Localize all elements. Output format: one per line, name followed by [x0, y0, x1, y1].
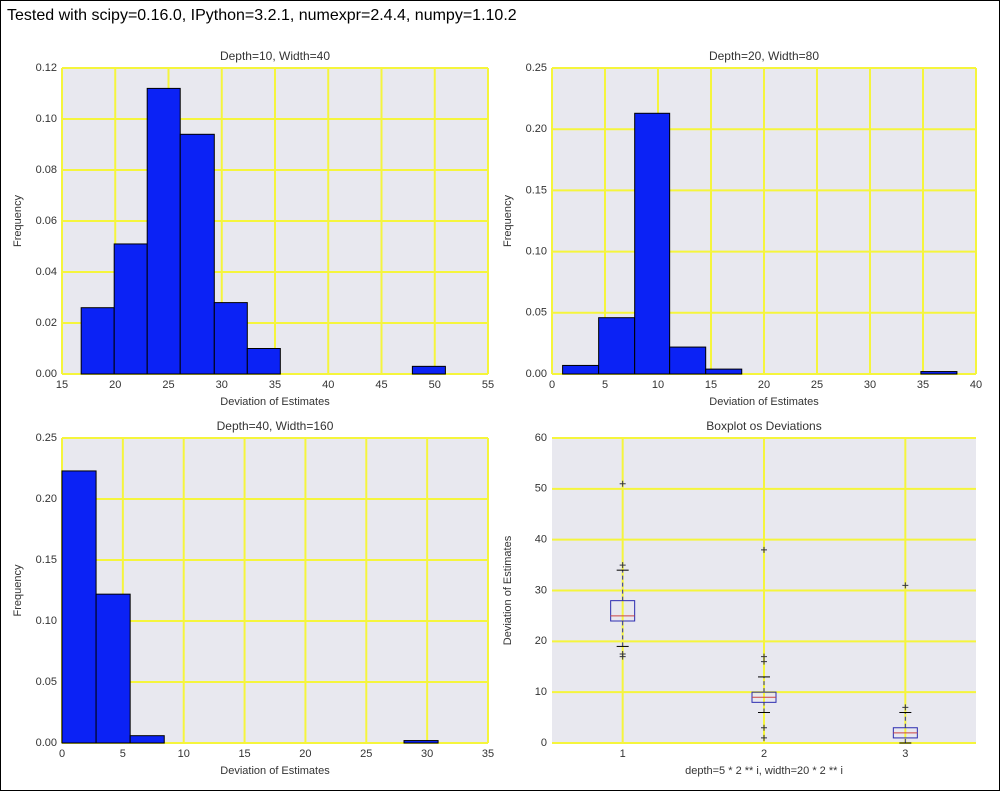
bar — [411, 365, 446, 375]
y-tick-label: 0.08 — [36, 164, 57, 176]
x-axis-label: depth=5 * 2 ** i, width=20 * 2 ** i — [685, 765, 843, 777]
x-tick-label: 20 — [299, 748, 311, 760]
flier — [761, 724, 767, 731]
x-tick-label: 25 — [360, 748, 372, 760]
bar — [129, 735, 165, 744]
x-axis-label: Deviation of Estimates — [709, 396, 819, 408]
bar — [146, 87, 181, 375]
y-tick-label: 0.06 — [36, 215, 57, 227]
x-tick-label: 30 — [864, 379, 876, 391]
x-tick-label: 5 — [602, 379, 608, 391]
flier — [902, 704, 909, 711]
y-tick-label: 0.25 — [526, 62, 547, 74]
bar — [213, 302, 248, 375]
x-tick-label: 35 — [482, 748, 494, 760]
y-axis-label: Frequency — [12, 195, 24, 247]
bar — [920, 371, 958, 375]
chart-title: Depth=20, Width=80 — [709, 49, 819, 63]
y-tick-label: 10 — [535, 686, 547, 698]
x-tick-label: 10 — [652, 379, 664, 391]
x-tick-label: 35 — [269, 379, 281, 391]
x-tick-label: 0 — [549, 379, 555, 391]
plot-area — [62, 438, 488, 743]
y-axis-label: Frequency — [12, 564, 24, 616]
bar — [95, 593, 131, 744]
x-axis-label: Deviation of Estimates — [220, 765, 330, 777]
flier — [761, 658, 767, 665]
bar — [598, 317, 636, 375]
x-tick-label: 30 — [216, 379, 228, 391]
y-tick-label: 0.02 — [36, 317, 57, 329]
y-tick-label: 0.20 — [36, 493, 57, 505]
y-axis-label: Frequency — [502, 195, 514, 247]
x-tick-label: 20 — [758, 379, 770, 391]
y-tick-label: 0.10 — [526, 246, 547, 258]
flier — [902, 582, 909, 589]
x-tick-label: 1 — [620, 748, 626, 760]
y-tick-label: 0.25 — [36, 432, 57, 444]
y-tick-label: 30 — [535, 584, 547, 596]
y-tick-label: 0.12 — [36, 62, 57, 74]
bar — [61, 470, 97, 744]
y-tick-label: 0.00 — [36, 368, 57, 380]
x-tick-label: 50 — [429, 379, 441, 391]
y-tick-label: 60 — [535, 432, 547, 444]
x-tick-label: 25 — [811, 379, 823, 391]
box — [610, 600, 636, 622]
y-tick-label: 0.10 — [36, 615, 57, 627]
y-tick-label: 0.00 — [526, 368, 547, 380]
flier — [761, 734, 767, 741]
x-tick-label: 10 — [178, 748, 190, 760]
x-tick-label: 15 — [56, 379, 68, 391]
flier — [619, 651, 626, 658]
x-tick-label: 35 — [917, 379, 929, 391]
x-axis-label: Deviation of Estimates — [220, 396, 330, 408]
bar — [80, 307, 115, 375]
x-tick-label: 30 — [421, 748, 433, 760]
bar — [705, 368, 743, 375]
y-tick-label: 0 — [541, 737, 547, 749]
x-tick-label: 2 — [761, 748, 767, 760]
y-tick-label: 20 — [535, 635, 547, 647]
y-tick-label: 50 — [535, 483, 547, 495]
flier — [761, 546, 767, 553]
bar — [669, 346, 707, 375]
bar — [634, 112, 671, 375]
bar — [403, 740, 439, 744]
bar — [113, 243, 148, 375]
x-tick-label: 15 — [238, 748, 250, 760]
x-tick-label: 5 — [120, 748, 126, 760]
y-tick-label: 0.10 — [36, 113, 57, 125]
bar — [562, 364, 600, 375]
y-tick-label: 40 — [535, 534, 547, 546]
x-tick-label: 40 — [322, 379, 334, 391]
y-tick-label: 0.04 — [36, 266, 57, 278]
y-axis-label: Deviation of Estimates — [502, 535, 514, 645]
bar — [246, 348, 281, 375]
header: Tested with scipy=0.16.0, IPython=3.2.1,… — [7, 7, 517, 24]
x-tick-label: 25 — [162, 379, 174, 391]
flier — [761, 653, 767, 660]
y-tick-label: 0.00 — [36, 737, 57, 749]
y-tick-label: 0.20 — [526, 123, 547, 135]
x-tick-label: 20 — [109, 379, 121, 391]
x-tick-label: 55 — [482, 379, 494, 391]
flier — [619, 480, 626, 487]
x-tick-label: 40 — [970, 379, 982, 391]
bar — [179, 133, 215, 375]
y-tick-label: 0.05 — [36, 676, 57, 688]
chart-title: Depth=10, Width=40 — [220, 49, 330, 63]
x-tick-label: 0 — [59, 748, 65, 760]
chart-title: Boxplot os Deviations — [706, 419, 821, 433]
x-tick-label: 45 — [375, 379, 387, 391]
y-tick-label: 0.15 — [526, 184, 547, 196]
y-tick-label: 0.05 — [526, 307, 547, 319]
x-tick-label: 3 — [902, 748, 908, 760]
chart-title: Depth=40, Width=160 — [217, 419, 334, 433]
flier — [619, 562, 626, 569]
y-tick-label: 0.15 — [36, 554, 57, 566]
x-tick-label: 15 — [705, 379, 717, 391]
